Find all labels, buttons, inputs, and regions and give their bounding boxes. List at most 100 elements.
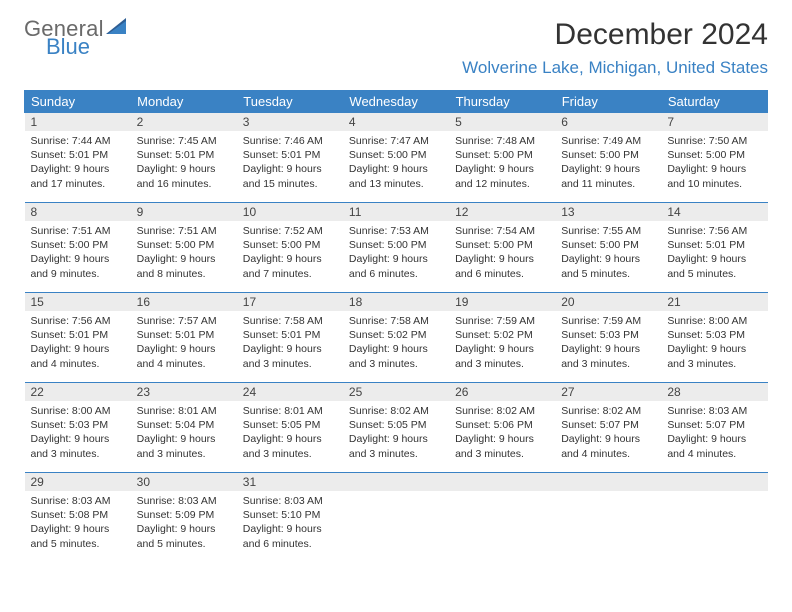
day-number: 28 [661,383,767,401]
calendar-cell: 23Sunrise: 8:01 AMSunset: 5:04 PMDayligh… [131,383,237,473]
calendar-week-row: 8Sunrise: 7:51 AMSunset: 5:00 PMDaylight… [25,203,768,293]
day-details: Sunrise: 7:44 AMSunset: 5:01 PMDaylight:… [25,131,131,197]
day-details: Sunrise: 7:51 AMSunset: 5:00 PMDaylight:… [25,221,131,287]
day-details: Sunrise: 8:02 AMSunset: 5:07 PMDaylight:… [555,401,661,467]
weekday-header: Saturday [661,91,767,113]
day-number: 9 [131,203,237,221]
day-details: Sunrise: 7:55 AMSunset: 5:00 PMDaylight:… [555,221,661,287]
calendar-cell: 26Sunrise: 8:02 AMSunset: 5:06 PMDayligh… [449,383,555,473]
calendar-cell: 16Sunrise: 7:57 AMSunset: 5:01 PMDayligh… [131,293,237,383]
day-number: 4 [343,113,449,131]
day-number: 17 [237,293,343,311]
day-number: 27 [555,383,661,401]
day-details: Sunrise: 7:56 AMSunset: 5:01 PMDaylight:… [661,221,767,287]
day-number: 21 [661,293,767,311]
day-details: Sunrise: 8:01 AMSunset: 5:05 PMDaylight:… [237,401,343,467]
day-details: Sunrise: 7:57 AMSunset: 5:01 PMDaylight:… [131,311,237,377]
weekday-header: Friday [555,91,661,113]
day-number: 16 [131,293,237,311]
calendar-cell: 10Sunrise: 7:52 AMSunset: 5:00 PMDayligh… [237,203,343,293]
logo-word-blue: Blue [46,36,132,58]
day-number: 24 [237,383,343,401]
calendar-cell: 18Sunrise: 7:58 AMSunset: 5:02 PMDayligh… [343,293,449,383]
calendar-cell: 20Sunrise: 7:59 AMSunset: 5:03 PMDayligh… [555,293,661,383]
calendar-cell: 5Sunrise: 7:48 AMSunset: 5:00 PMDaylight… [449,113,555,203]
day-number: 3 [237,113,343,131]
day-details: Sunrise: 7:54 AMSunset: 5:00 PMDaylight:… [449,221,555,287]
calendar-cell: 3Sunrise: 7:46 AMSunset: 5:01 PMDaylight… [237,113,343,203]
weekday-header: Wednesday [343,91,449,113]
calendar-cell: 27Sunrise: 8:02 AMSunset: 5:07 PMDayligh… [555,383,661,473]
calendar-cell: 21Sunrise: 8:00 AMSunset: 5:03 PMDayligh… [661,293,767,383]
calendar-cell: 31Sunrise: 8:03 AMSunset: 5:10 PMDayligh… [237,473,343,563]
day-details: Sunrise: 7:58 AMSunset: 5:02 PMDaylight:… [343,311,449,377]
day-number: 23 [131,383,237,401]
day-number: 19 [449,293,555,311]
day-number: 29 [25,473,131,491]
day-details: Sunrise: 7:58 AMSunset: 5:01 PMDaylight:… [237,311,343,377]
day-details: Sunrise: 8:03 AMSunset: 5:08 PMDaylight:… [25,491,131,557]
day-number-empty [555,473,661,491]
calendar-cell: 25Sunrise: 8:02 AMSunset: 5:05 PMDayligh… [343,383,449,473]
calendar-week-row: 1Sunrise: 7:44 AMSunset: 5:01 PMDaylight… [25,113,768,203]
day-details: Sunrise: 8:00 AMSunset: 5:03 PMDaylight:… [25,401,131,467]
calendar-table: SundayMondayTuesdayWednesdayThursdayFrid… [24,90,768,563]
calendar-body: 1Sunrise: 7:44 AMSunset: 5:01 PMDaylight… [25,113,768,563]
calendar-cell: 13Sunrise: 7:55 AMSunset: 5:00 PMDayligh… [555,203,661,293]
calendar-cell: 12Sunrise: 7:54 AMSunset: 5:00 PMDayligh… [449,203,555,293]
day-details: Sunrise: 8:02 AMSunset: 5:05 PMDaylight:… [343,401,449,467]
day-number-empty [661,473,767,491]
calendar-cell: 6Sunrise: 7:49 AMSunset: 5:00 PMDaylight… [555,113,661,203]
day-number: 26 [449,383,555,401]
day-details: Sunrise: 8:02 AMSunset: 5:06 PMDaylight:… [449,401,555,467]
month-title: December 2024 [462,18,768,52]
calendar-week-row: 29Sunrise: 8:03 AMSunset: 5:08 PMDayligh… [25,473,768,563]
page: General Blue December 2024 Wolverine Lak… [0,0,792,612]
day-number: 2 [131,113,237,131]
calendar-cell: 22Sunrise: 8:00 AMSunset: 5:03 PMDayligh… [25,383,131,473]
day-details: Sunrise: 7:59 AMSunset: 5:03 PMDaylight:… [555,311,661,377]
calendar-cell: 1Sunrise: 7:44 AMSunset: 5:01 PMDaylight… [25,113,131,203]
day-number: 6 [555,113,661,131]
day-details: Sunrise: 7:53 AMSunset: 5:00 PMDaylight:… [343,221,449,287]
day-number: 10 [237,203,343,221]
day-details: Sunrise: 7:52 AMSunset: 5:00 PMDaylight:… [237,221,343,287]
day-details: Sunrise: 7:45 AMSunset: 5:01 PMDaylight:… [131,131,237,197]
title-block: December 2024 Wolverine Lake, Michigan, … [462,18,768,78]
day-number: 7 [661,113,767,131]
calendar-cell [449,473,555,563]
calendar-cell: 19Sunrise: 7:59 AMSunset: 5:02 PMDayligh… [449,293,555,383]
day-details: Sunrise: 7:59 AMSunset: 5:02 PMDaylight:… [449,311,555,377]
calendar-cell [343,473,449,563]
calendar-cell: 4Sunrise: 7:47 AMSunset: 5:00 PMDaylight… [343,113,449,203]
day-number-empty [343,473,449,491]
day-number: 25 [343,383,449,401]
day-number: 31 [237,473,343,491]
day-number: 5 [449,113,555,131]
day-details: Sunrise: 8:03 AMSunset: 5:09 PMDaylight:… [131,491,237,557]
calendar-cell: 24Sunrise: 8:01 AMSunset: 5:05 PMDayligh… [237,383,343,473]
weekday-header: Thursday [449,91,555,113]
day-number: 12 [449,203,555,221]
day-details: Sunrise: 7:47 AMSunset: 5:00 PMDaylight:… [343,131,449,197]
day-number: 15 [25,293,131,311]
calendar-cell: 30Sunrise: 8:03 AMSunset: 5:09 PMDayligh… [131,473,237,563]
logo: General Blue [24,18,132,58]
calendar-cell: 11Sunrise: 7:53 AMSunset: 5:00 PMDayligh… [343,203,449,293]
day-details: Sunrise: 7:51 AMSunset: 5:00 PMDaylight:… [131,221,237,287]
day-details: Sunrise: 7:49 AMSunset: 5:00 PMDaylight:… [555,131,661,197]
weekday-header-row: SundayMondayTuesdayWednesdayThursdayFrid… [25,91,768,113]
day-number: 1 [25,113,131,131]
weekday-header: Tuesday [237,91,343,113]
calendar-cell: 28Sunrise: 8:03 AMSunset: 5:07 PMDayligh… [661,383,767,473]
calendar-cell: 2Sunrise: 7:45 AMSunset: 5:01 PMDaylight… [131,113,237,203]
day-number: 18 [343,293,449,311]
location-text: Wolverine Lake, Michigan, United States [462,58,768,78]
day-number: 20 [555,293,661,311]
day-details: Sunrise: 8:03 AMSunset: 5:10 PMDaylight:… [237,491,343,557]
weekday-header: Sunday [25,91,131,113]
weekday-header: Monday [131,91,237,113]
day-number-empty [449,473,555,491]
day-details: Sunrise: 7:48 AMSunset: 5:00 PMDaylight:… [449,131,555,197]
day-number: 8 [25,203,131,221]
